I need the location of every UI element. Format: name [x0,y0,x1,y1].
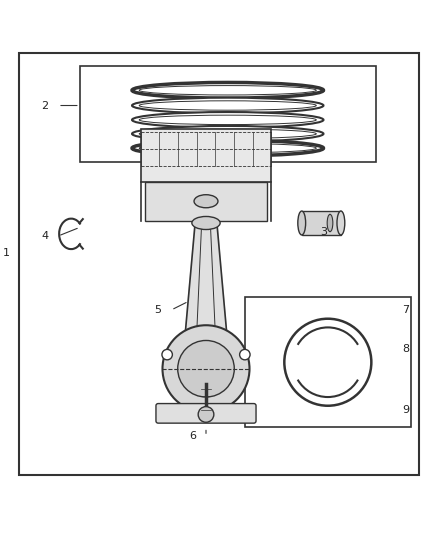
Circle shape [240,350,250,360]
Text: 6: 6 [190,431,197,441]
Text: 1: 1 [2,248,9,259]
Ellipse shape [194,195,218,208]
Bar [245,297,410,427]
Ellipse shape [139,129,316,139]
Circle shape [162,325,250,412]
Ellipse shape [132,98,324,114]
Ellipse shape [132,126,324,142]
Text: 4: 4 [42,231,49,241]
Bar [80,66,376,162]
FancyBboxPatch shape [156,403,256,423]
Text: 5: 5 [155,305,162,315]
Ellipse shape [132,140,324,156]
Ellipse shape [327,214,333,232]
Text: 7: 7 [403,305,410,315]
Circle shape [162,350,173,360]
Ellipse shape [337,211,345,235]
Polygon shape [182,223,230,369]
Bar [141,130,271,182]
Circle shape [178,341,234,397]
Ellipse shape [132,83,324,98]
Ellipse shape [139,101,316,110]
Text: 9: 9 [403,405,410,415]
Circle shape [198,407,214,422]
Text: 8: 8 [403,344,410,354]
Ellipse shape [298,211,306,235]
Ellipse shape [139,143,316,153]
Text: 3: 3 [320,227,327,237]
Text: 2: 2 [42,101,49,110]
Bar [302,211,341,235]
Ellipse shape [139,115,316,125]
Ellipse shape [132,112,324,128]
Ellipse shape [139,86,316,95]
Ellipse shape [192,216,220,230]
Circle shape [284,319,371,406]
Bar [145,182,267,221]
